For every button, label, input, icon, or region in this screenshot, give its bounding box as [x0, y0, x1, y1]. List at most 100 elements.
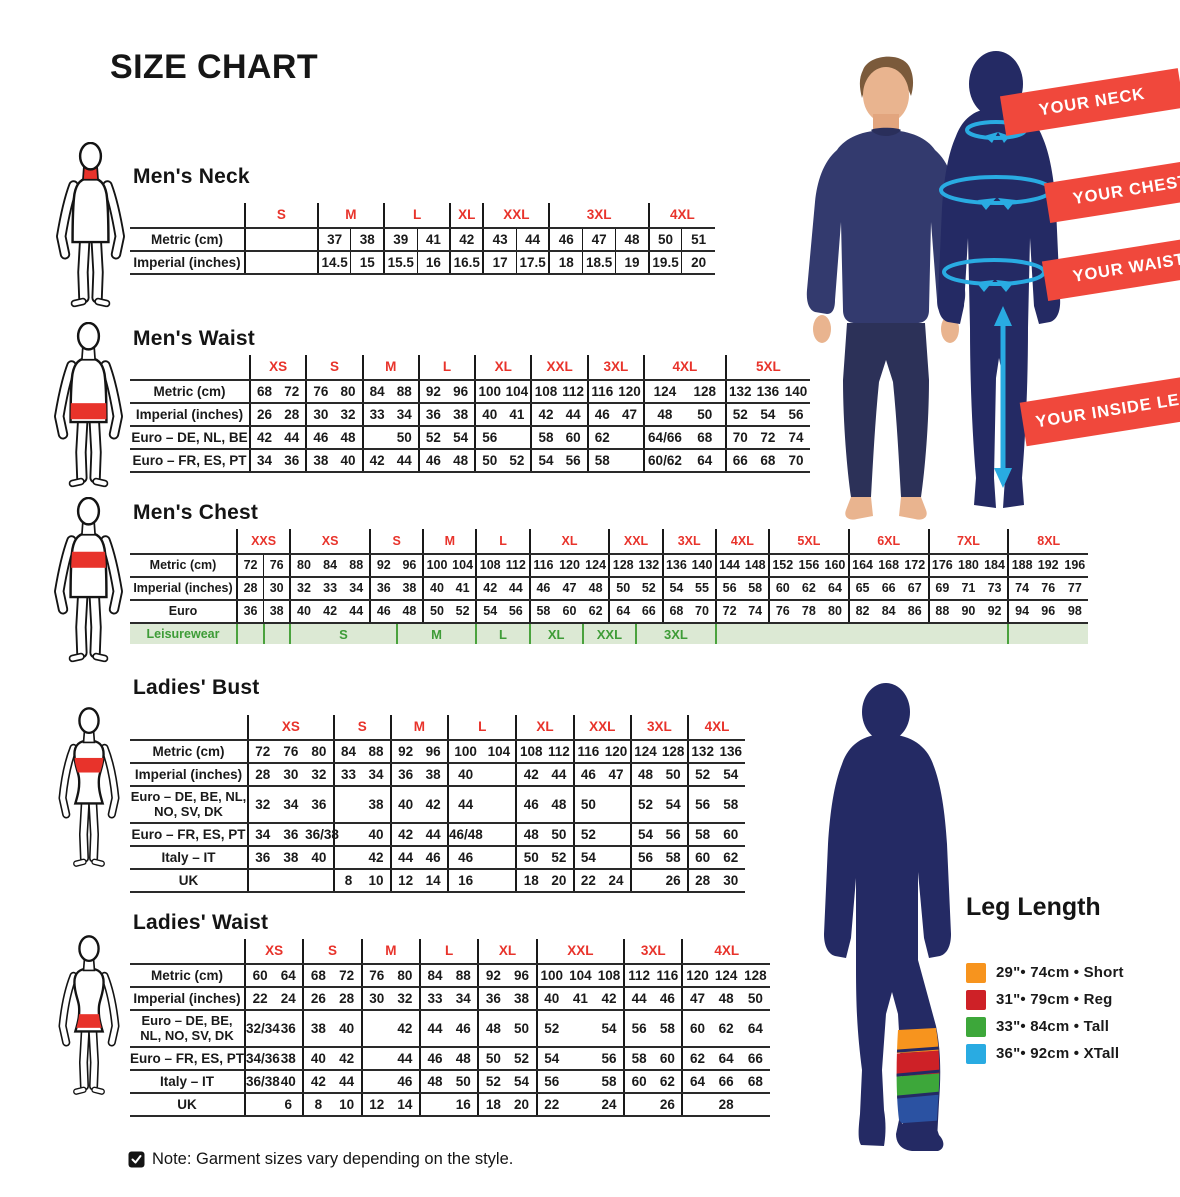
size-cell: 54 — [753, 403, 782, 427]
size-cell: 64 — [274, 964, 304, 988]
waist-highlight — [70, 403, 107, 420]
ladies-waist-table: XS S M L XL XXL 3XL 4XL Metric (cm) 60 64 68 72 76 80 8… — [130, 939, 770, 1117]
size-cell: 18 — [515, 869, 546, 893]
size-cell — [247, 869, 277, 893]
size-cell: 41 — [565, 987, 595, 1011]
size-cell — [565, 1093, 595, 1117]
size-cell: 26 — [248, 403, 279, 427]
size-group-header: 6XL — [847, 529, 929, 555]
size-cell: 36 — [274, 1010, 304, 1048]
checkbox-icon — [128, 1151, 145, 1168]
size-cell: 38 — [263, 600, 291, 624]
size-group-header: 7XL — [927, 529, 1009, 555]
size-cell: 50 — [545, 823, 574, 847]
size-cell: 34 — [248, 449, 279, 473]
size-cell: 22 — [535, 1093, 566, 1117]
size-cell: 90 — [955, 600, 982, 624]
size-cell: 68 — [684, 426, 726, 450]
size-cell: 108 — [530, 380, 560, 404]
size-cell: 64 — [822, 577, 849, 601]
size-cell: 64 — [608, 600, 637, 624]
row-label: Euro – DE, BE, NL, NO, SV, DK — [130, 786, 248, 824]
size-cell: 44 — [623, 987, 654, 1011]
size-cell: 69 — [927, 577, 956, 601]
size-cell — [332, 823, 363, 847]
size-cell: 22 — [572, 869, 603, 893]
size-cell: 104 — [482, 740, 517, 764]
size-group-header: 3XL — [629, 715, 688, 741]
size-cell: 132 — [636, 554, 663, 578]
size-cell: 47 — [681, 987, 712, 1011]
size-cell: 44 — [559, 403, 588, 427]
row-label: UK — [130, 869, 248, 893]
size-cell — [276, 869, 306, 893]
size-cell: 36 — [247, 846, 277, 870]
size-cell: 48 — [418, 1070, 450, 1094]
size-cell: 48 — [396, 600, 424, 624]
row-label: Italy – IT — [130, 1070, 246, 1094]
size-cell: 42 — [515, 763, 546, 787]
size-cell: 32 — [390, 987, 420, 1011]
size-group-header: XS — [289, 529, 371, 555]
size-cell: 100 — [446, 740, 483, 764]
ladies-waist-figure-icon — [58, 935, 120, 1095]
mens-waist-figure-icon — [54, 322, 123, 488]
size-cell: 60 — [686, 846, 717, 870]
size-cell: 52 — [477, 1070, 508, 1094]
size-group-header: 4XL — [647, 203, 715, 229]
size-cell: 48 — [643, 403, 685, 427]
size-cell: 80 — [305, 740, 334, 764]
leisurewear-cell — [236, 623, 264, 644]
size-cell: 66 — [711, 1070, 741, 1094]
size-cell: 132 — [686, 740, 717, 764]
size-cell: 104 — [503, 380, 532, 404]
size-cell: 70 — [724, 426, 754, 450]
size-cell: 44 — [390, 1047, 420, 1071]
size-cell: 50 — [608, 577, 637, 601]
size-cell: 56 — [474, 426, 504, 450]
size-cell: 56 — [594, 1047, 625, 1071]
size-cell: 36 — [477, 987, 508, 1011]
size-cell: 50 — [390, 426, 419, 450]
footnote: Note: Garment sizes vary depending on th… — [128, 1150, 513, 1169]
size-group-header: 4XL — [686, 715, 746, 741]
size-cell: 88 — [362, 740, 391, 764]
size-cell: 56 — [781, 403, 811, 427]
size-cell: 42 — [390, 1010, 420, 1048]
size-cell: 180 — [955, 554, 982, 578]
size-cell: 116 — [653, 964, 683, 988]
size-cell: 17 — [482, 251, 517, 275]
size-cell: 120 — [681, 964, 712, 988]
size-cell: 54 — [594, 1010, 625, 1048]
size-cell: 64 — [740, 1010, 770, 1048]
size-cell: 42 — [449, 228, 484, 252]
size-cell: 19 — [615, 251, 649, 275]
size-cell: 44 — [389, 846, 420, 870]
size-cell: 96 — [447, 380, 476, 404]
heading-ladies-bust: Ladies' Bust — [133, 676, 260, 699]
size-cell: 124 — [582, 554, 610, 578]
legend-item-tall: 33"• 84cm • Tall — [966, 1016, 1109, 1037]
size-cell: 50 — [572, 786, 603, 824]
size-cell: 42 — [362, 846, 391, 870]
size-cell: 38 — [350, 228, 384, 252]
size-cell: 15.5 — [382, 251, 418, 275]
size-cell: 33 — [418, 987, 450, 1011]
size-cell: 58 — [742, 577, 769, 601]
size-cell: 34 — [343, 577, 371, 601]
size-cell: 76 — [767, 600, 796, 624]
leisurewear-cell: 3XL — [635, 623, 716, 644]
size-cell: 96 — [1034, 600, 1062, 624]
size-cell: 58 — [659, 846, 688, 870]
size-cell: 40 — [422, 577, 450, 601]
size-cell: 44 — [390, 449, 419, 473]
size-cell: 148 — [742, 554, 769, 578]
size-cell: 33 — [332, 763, 363, 787]
size-cell: 34 — [390, 403, 419, 427]
size-cell — [740, 1093, 770, 1117]
size-cell: 48 — [711, 987, 741, 1011]
tall-color-swatch — [966, 1016, 986, 1037]
size-cell: 92 — [389, 740, 420, 764]
size-group-header: XL — [528, 529, 610, 555]
size-cell: 30 — [276, 763, 306, 787]
